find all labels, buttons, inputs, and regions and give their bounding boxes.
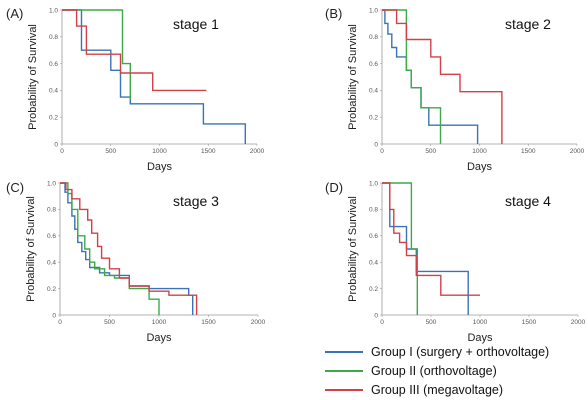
panel-3-x-tick-label: 1000 [152, 319, 167, 326]
panel-4-x-tick-label: 500 [426, 319, 437, 326]
panel-2-y-tick-label: 1.0 [369, 7, 378, 14]
panel-2-series-group-1 [382, 9, 479, 144]
legend-label-group-3: Group III (megavoltage) [371, 382, 504, 397]
panel-2-x-tick-label: 0 [380, 148, 384, 155]
panel-1-x-tick-label: 1500 [201, 148, 216, 155]
panel-1-y-tick-label: 0.6 [49, 61, 58, 68]
panel-3-series-group-2 [60, 182, 160, 315]
panel-3-y-tick-label: 1.0 [47, 180, 56, 187]
panel-1-y-tick-label: 0.4 [49, 88, 58, 95]
panel-2-y-tick-label: 0.6 [369, 61, 378, 68]
panel-1-x-tick-label: 0 [60, 148, 64, 155]
panel-2-x-tick-label: 1500 [521, 148, 536, 155]
panel-4-x-axis-title: Days [467, 332, 493, 344]
panel-4-x-tick-label: 2000 [571, 319, 586, 326]
panel-2-x-tick-label: 2000 [570, 148, 585, 155]
panel-2-series-group-3 [382, 9, 503, 144]
legend-item-group-1: Group I (surgery + orthovoltage) [325, 343, 585, 360]
panel-1-x-tick-label: 1000 [152, 148, 167, 155]
panel-1-series-group-2 [62, 9, 131, 100]
panel-2-stage-label: stage 2 [505, 16, 551, 32]
panel-4-y-tick-label: 0.6 [369, 233, 378, 240]
panel-1-series-group-1 [62, 9, 246, 144]
panel-4-x-tick-label: 0 [380, 319, 384, 326]
panel-1-letter: (A) [6, 6, 23, 21]
panel-3-x-axis-title: Days [146, 332, 172, 344]
panel-1-y-tick-label: 0.8 [49, 34, 58, 41]
panel-3-x-tick-label: 2000 [251, 319, 266, 326]
legend-item-group-3: Group III (megavoltage) [325, 381, 585, 398]
panel-2-x-tick-label: 1000 [472, 148, 487, 155]
panel-1-y-tick-label: 0.2 [49, 115, 58, 122]
panel-1-stage-label: stage 1 [173, 16, 219, 32]
legend-swatch-group-1 [325, 350, 363, 353]
panel-4-y-axis-title: Probability of Survival [347, 196, 359, 302]
panel-3-y-tick-label: 0.6 [47, 233, 56, 240]
panel-3-y-tick-label: 0.2 [47, 286, 56, 293]
panel-4-x-tick-label: 1500 [522, 319, 537, 326]
panel-1-x-tick-label: 500 [105, 148, 116, 155]
panel-4-y-tick-label: 0.2 [369, 286, 378, 293]
panel-4-series-group-2 [382, 182, 418, 315]
panel-2-x-tick-label: 500 [425, 148, 436, 155]
panel-2-y-tick-label: 0.4 [369, 88, 378, 95]
panel-3-y-tick-label: 0 [52, 312, 56, 319]
panel-1-x-axis-title: Days [147, 161, 173, 173]
legend: Group I (surgery + orthovoltage) Group I… [325, 343, 585, 400]
panel-3-x-tick-label: 500 [104, 319, 115, 326]
legend-label-group-1: Group I (surgery + orthovoltage) [371, 344, 550, 359]
panel-2-letter: (B) [325, 6, 342, 21]
panel-3-y-axis-title: Probability of Survival [25, 196, 37, 302]
panel-3-y-tick-label: 0.4 [47, 260, 56, 267]
panel-3-stage-label: stage 3 [173, 193, 219, 209]
panel-2-x-axis-title: Days [467, 161, 493, 173]
legend-swatch-group-2 [325, 369, 363, 372]
panel-3-y-tick-label: 0.8 [47, 207, 56, 214]
panel-4-x-tick-label: 1000 [473, 319, 488, 326]
panel-3-series-group-3 [60, 182, 198, 315]
panel-1-series-group-3 [62, 9, 207, 92]
panel-2-series-group-2 [382, 9, 442, 144]
panel-4-letter: (D) [325, 180, 343, 195]
panel-3-x-tick-label: 0 [58, 319, 62, 326]
panel-4-y-tick-label: 0.8 [369, 207, 378, 214]
legend-item-group-2: Group II (orthovoltage) [325, 362, 585, 379]
legend-label-group-2: Group II (orthovoltage) [371, 363, 497, 378]
panel-2-y-tick-label: 0.2 [369, 115, 378, 122]
panel-4-series-group-3 [382, 182, 480, 296]
panel-2-y-axis-title: Probability of Survival [347, 24, 359, 130]
legend-swatch-group-3 [325, 388, 363, 391]
panel-4-stage-label: stage 4 [505, 193, 551, 209]
panel-2-y-tick-label: 0.8 [369, 34, 378, 41]
panel-3-letter: (C) [6, 180, 24, 195]
panel-4-y-tick-label: 0.4 [369, 260, 378, 267]
panel-4-y-tick-label: 1.0 [369, 180, 378, 187]
panel-3-x-tick-label: 1500 [201, 319, 216, 326]
panel-1-y-tick-label: 1.0 [49, 7, 58, 14]
panel-4-y-tick-label: 0 [374, 312, 378, 319]
panel-2-y-tick-label: 0 [374, 141, 378, 148]
panel-1-y-axis-title: Probability of Survival [27, 24, 39, 130]
panel-1-y-tick-label: 0 [54, 141, 58, 148]
panel-1-x-tick-label: 2000 [250, 148, 265, 155]
